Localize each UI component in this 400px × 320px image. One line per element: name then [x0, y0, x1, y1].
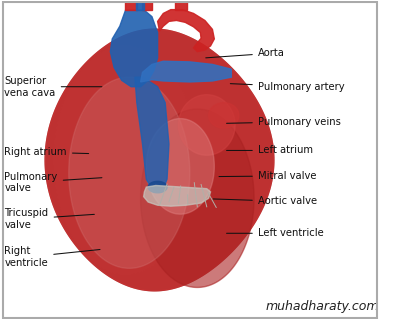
Polygon shape [144, 186, 210, 206]
Polygon shape [140, 61, 231, 82]
Polygon shape [158, 10, 214, 52]
Text: Right
ventricle: Right ventricle [4, 246, 100, 268]
Polygon shape [148, 181, 167, 193]
Polygon shape [142, 1, 152, 10]
Text: Pulmonary
valve: Pulmonary valve [4, 172, 102, 193]
Text: Tricuspid
valve: Tricuspid valve [4, 208, 94, 230]
Polygon shape [140, 109, 254, 287]
Polygon shape [209, 103, 239, 128]
Polygon shape [146, 119, 214, 214]
Polygon shape [69, 77, 190, 268]
Polygon shape [54, 45, 197, 275]
Polygon shape [126, 1, 137, 10]
Text: Aortic valve: Aortic valve [213, 196, 317, 206]
Text: Right atrium: Right atrium [4, 147, 89, 157]
Polygon shape [136, 1, 144, 10]
Polygon shape [110, 10, 158, 87]
Polygon shape [45, 29, 274, 291]
Polygon shape [135, 77, 169, 192]
Text: Aorta: Aorta [206, 48, 285, 58]
Polygon shape [175, 1, 187, 10]
Text: Mitral valve: Mitral valve [219, 171, 316, 181]
Polygon shape [178, 95, 235, 155]
Polygon shape [45, 29, 274, 291]
Text: Left atrium: Left atrium [226, 146, 313, 156]
Text: Superior
vena cava: Superior vena cava [4, 76, 102, 98]
Text: Left ventricle: Left ventricle [226, 228, 324, 238]
Text: muhadharaty.com: muhadharaty.com [265, 300, 379, 313]
Text: Pulmonary veins: Pulmonary veins [226, 117, 341, 127]
Text: Pulmonary artery: Pulmonary artery [230, 82, 344, 92]
